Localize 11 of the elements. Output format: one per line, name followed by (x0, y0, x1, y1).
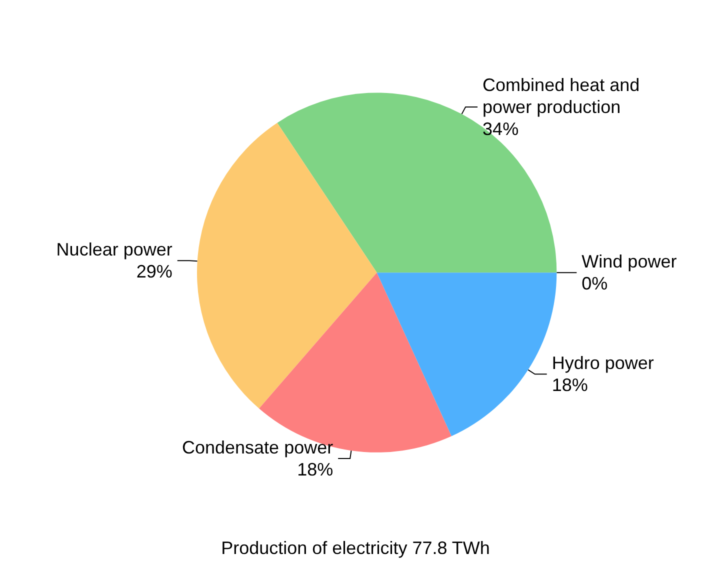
data-label: 34% (482, 119, 519, 139)
slice-label: Combined heat and power production (482, 75, 645, 117)
data-label: 18% (297, 460, 334, 480)
slice-label: Hydro power (552, 353, 654, 374)
slice-label: Condensate power (182, 438, 334, 458)
data-label: 18% (552, 375, 588, 396)
legend-label: Wind power (582, 252, 677, 272)
slice-label: Nuclear power (56, 240, 172, 260)
data-label: 29% (136, 262, 172, 282)
text: Production of electricity 77.8 TWh (221, 538, 490, 558)
text: 0% (582, 274, 608, 294)
